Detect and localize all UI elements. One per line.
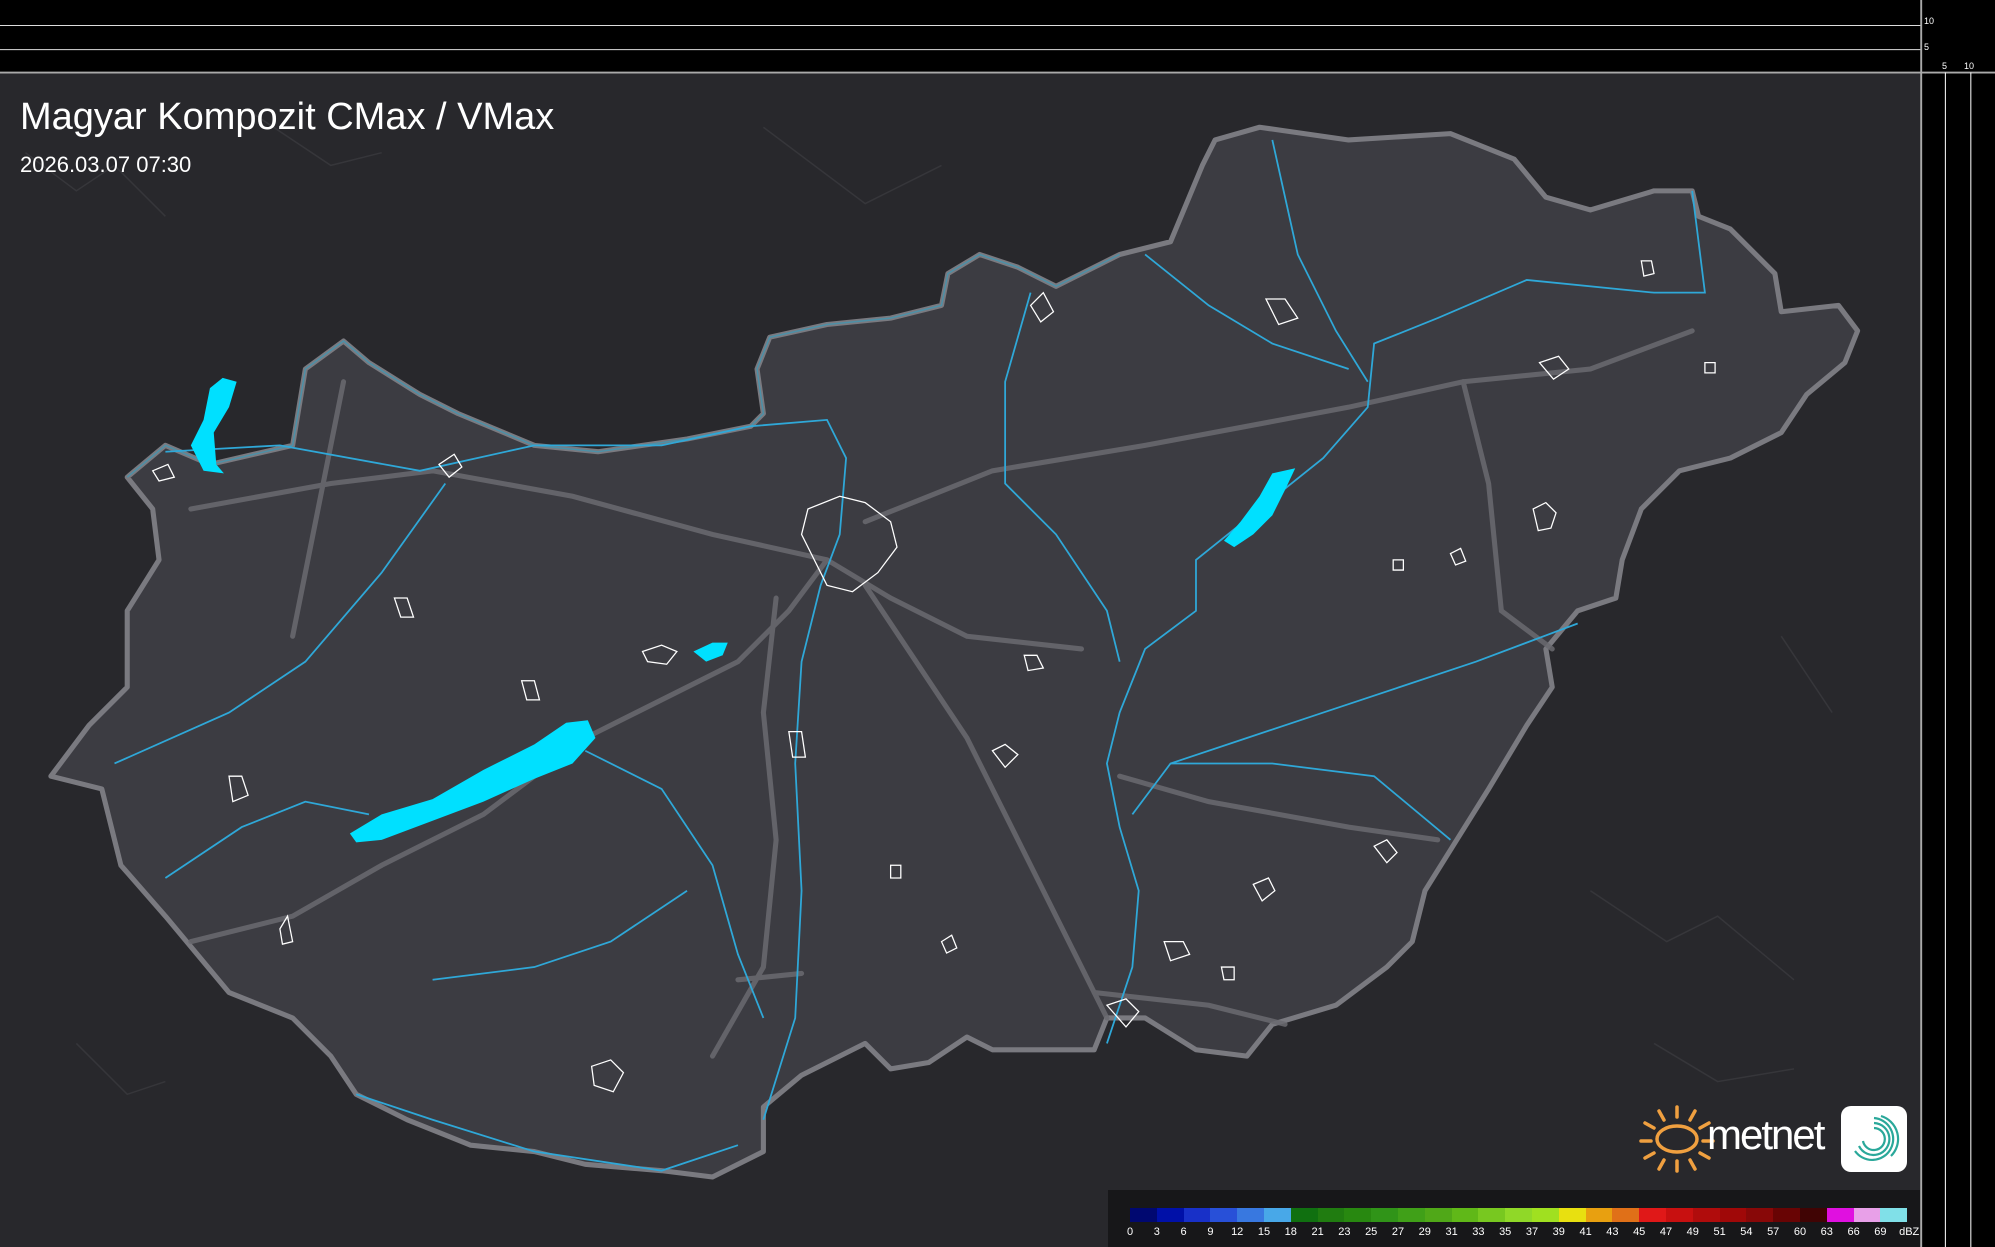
legend-swatch: [1719, 1208, 1747, 1222]
river-sajo: [1144, 253, 1349, 370]
city-outlines: [151, 260, 1716, 1093]
city-budapest: [800, 495, 898, 593]
legend-label: 43: [1606, 1226, 1619, 1238]
legend-swatch: [1478, 1208, 1506, 1222]
legend-label: 29: [1418, 1226, 1431, 1238]
legend-label: 6: [1180, 1226, 1187, 1238]
dbz-legend: 0 3 6 9 12 15 18 21 23 25 27 29 31 33 35 37 39 41 43 45 47 49…: [1108, 1190, 1920, 1247]
legend-label: 35: [1499, 1226, 1512, 1238]
lake-tisza: [1223, 468, 1296, 548]
river-drava: [355, 1093, 739, 1172]
legend-swatch: [1424, 1208, 1452, 1222]
terrain-texture: [24, 113, 1833, 1096]
metnet-app-icon: [1841, 1106, 1907, 1172]
metnet-wordmark: metnet: [1707, 1111, 1825, 1158]
legend-swatch: [1290, 1208, 1318, 1222]
legend-label: 47: [1659, 1226, 1673, 1238]
legend-label: 60: [1793, 1226, 1807, 1238]
metnet-logo: metnet: [1637, 1103, 1909, 1175]
scale-label-h10: 10: [1964, 61, 1975, 71]
lakes: [190, 377, 1296, 843]
map-timestamp: 2026.03.07 07:30: [20, 152, 192, 177]
legend-swatch: [1799, 1208, 1827, 1222]
legend-label: 9: [1207, 1226, 1214, 1238]
legend-label: 12: [1231, 1226, 1244, 1238]
sun-logo-icon: [1639, 1105, 1715, 1173]
legend-swatch: [1344, 1208, 1372, 1222]
legend-swatch: [1612, 1208, 1640, 1222]
legend-label: 41: [1579, 1226, 1592, 1238]
legend-label: 45: [1633, 1226, 1646, 1238]
legend-label: 51: [1713, 1226, 1726, 1238]
legend-swatch: [1746, 1208, 1774, 1222]
lake-ferto: [190, 377, 237, 474]
legend-swatch: [1371, 1208, 1398, 1222]
legend-swatch: [1183, 1208, 1211, 1222]
legend-swatch: [1773, 1208, 1800, 1222]
legend-label: 25: [1365, 1226, 1378, 1238]
legend-swatch: [1826, 1208, 1854, 1222]
legend-label: 27: [1391, 1226, 1405, 1238]
legend-swatch: [1880, 1208, 1908, 1222]
legend-label: 49: [1686, 1226, 1699, 1238]
legend-color-bar: [1130, 1208, 1908, 1222]
legend-label: 23: [1338, 1226, 1351, 1238]
legend-swatch: [1585, 1208, 1613, 1222]
river-maros: [1170, 762, 1452, 841]
legend-swatch: [1639, 1208, 1666, 1222]
lake-balaton: [349, 720, 596, 843]
legend-swatch: [1210, 1208, 1238, 1222]
legend-label: 54: [1740, 1226, 1753, 1238]
legend-label: 57: [1767, 1226, 1780, 1238]
legend-swatch: [1558, 1208, 1586, 1222]
legend-label: 33: [1472, 1226, 1485, 1238]
scale-label-v5: 5: [1924, 42, 1930, 52]
legend-swatch: [1531, 1208, 1559, 1222]
river-zala: [164, 800, 370, 879]
river-raba: [114, 483, 447, 765]
scale-label-h5: 5: [1942, 61, 1948, 71]
legend-swatch: [1237, 1208, 1264, 1222]
map-title: Magyar Kompozit CMax / VMax: [20, 96, 555, 138]
river-hernad: [1271, 139, 1369, 383]
legend-swatch: [1130, 1208, 1157, 1222]
legend-label: 3: [1153, 1226, 1160, 1238]
legend-swatch: [1156, 1208, 1184, 1222]
legend-swatch: [1451, 1208, 1479, 1222]
legend-swatch: [1263, 1208, 1291, 1222]
legend-label: 21: [1311, 1226, 1324, 1238]
legend-swatch: [1853, 1208, 1881, 1222]
legend-unit: dBZ: [1899, 1226, 1920, 1238]
lake-velence: [693, 642, 728, 662]
river-danube: [165, 418, 848, 1121]
top-strip: [0, 0, 1995, 73]
legend-swatch: [1665, 1208, 1693, 1222]
legend-label: 39: [1552, 1226, 1565, 1238]
legend-label: 31: [1445, 1226, 1458, 1238]
scale-label-v10: 10: [1924, 16, 1935, 26]
legend-labels: 0 3 6 9 12 15 18 21 23 25 27 29 31 33 35 37 39 41 43 45 47 49…: [1126, 1226, 1930, 1240]
legend-label: 37: [1525, 1226, 1539, 1238]
legend-label: 69: [1874, 1226, 1887, 1238]
rivers: [114, 139, 1706, 1172]
right-panel: [1921, 0, 1995, 1247]
river-kapos: [432, 889, 688, 981]
legend-label: 0: [1126, 1226, 1134, 1238]
legend-label: 66: [1847, 1226, 1860, 1238]
river-tisza: [1106, 190, 1706, 1044]
river-zagyva: [1004, 292, 1121, 662]
legend-label: 15: [1257, 1226, 1271, 1238]
swirl-icon: [1854, 1114, 1900, 1161]
river-sio: [584, 749, 765, 1019]
legend-label: 63: [1820, 1226, 1833, 1238]
legend-swatch: [1397, 1208, 1425, 1222]
legend-swatch: [1317, 1208, 1345, 1222]
legend-label: 18: [1284, 1226, 1297, 1238]
legend-swatch: [1505, 1208, 1532, 1222]
legend-swatch: [1692, 1208, 1720, 1222]
